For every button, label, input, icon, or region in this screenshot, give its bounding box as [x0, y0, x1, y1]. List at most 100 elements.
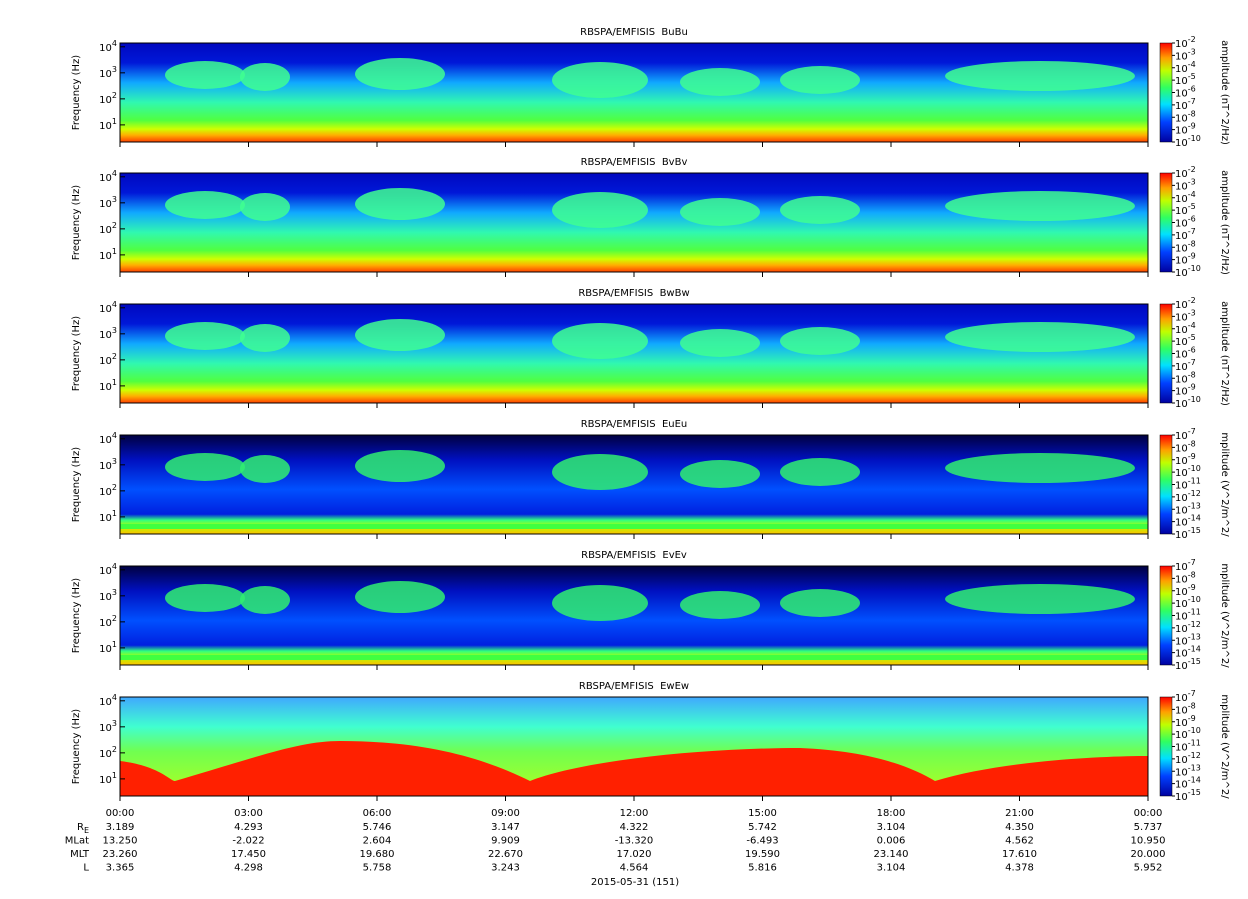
- emission: [780, 196, 860, 224]
- emission: [355, 581, 445, 613]
- colorbar-label: mplitude (V^2/m^2/: [1219, 694, 1230, 799]
- panel-title: RBSPA/EMFISIS BuBu: [580, 27, 688, 38]
- ephemeris-label: RE: [77, 822, 89, 835]
- x-tick-label: 00:00: [106, 808, 135, 819]
- ephemeris-value: 17.020: [617, 849, 652, 860]
- emission: [552, 585, 648, 621]
- colorbar-tick-label: 10-10: [1175, 134, 1201, 149]
- colorbar-tick-label: 10-10: [1175, 395, 1201, 410]
- ephemeris-label: MLat: [65, 836, 89, 847]
- colorbar-tick-label: 10-12: [1175, 751, 1201, 766]
- panel-title: RBSPA/EMFISIS EuEu: [581, 419, 688, 430]
- colorbar-tick-label: 10-13: [1175, 763, 1201, 778]
- emission: [680, 198, 760, 226]
- y-tick-label: 104: [99, 169, 117, 184]
- emission: [780, 327, 860, 355]
- colorbar-label: amplitude (nT^2/Hz): [1219, 170, 1230, 275]
- x-tick-label: 03:00: [234, 808, 263, 819]
- emission: [680, 68, 760, 96]
- emission: [120, 524, 1148, 529]
- colorbar: [1159, 42, 1173, 143]
- x-tick-label: 18:00: [877, 808, 906, 819]
- colorbar-tick-label: 10-7: [1175, 689, 1196, 704]
- emission: [355, 450, 445, 482]
- ephemeris-value: -13.320: [615, 836, 654, 847]
- ephemeris-value: 10.950: [1131, 836, 1166, 847]
- colorbar-tick-label: 10-10: [1175, 264, 1201, 279]
- ephemeris-value: 17.610: [1002, 849, 1037, 860]
- emission: [552, 192, 648, 228]
- ephemeris-value: 3.104: [877, 863, 906, 874]
- y-tick-label: 102: [99, 745, 117, 760]
- ephemeris-value: 3.243: [491, 863, 520, 874]
- ephemeris-value: 4.298: [234, 863, 263, 874]
- ephemeris-value: 19.590: [745, 849, 780, 860]
- x-tick-label: 06:00: [363, 808, 392, 819]
- emission: [680, 591, 760, 619]
- emission: [355, 58, 445, 90]
- y-tick-label: 102: [99, 221, 117, 236]
- ephemeris-value: 4.293: [234, 822, 263, 833]
- x-tick-label: 09:00: [491, 808, 520, 819]
- colorbar-tick-label: 10-15: [1175, 788, 1201, 803]
- y-tick-label: 102: [99, 483, 117, 498]
- y-axis-label: Frequency (Hz): [71, 316, 82, 392]
- ephemeris-value: 3.365: [106, 863, 135, 874]
- emission: [165, 61, 245, 89]
- colorbar-tick-label: 10-15: [1175, 657, 1201, 672]
- colorbar-tick-label: 10-12: [1175, 489, 1201, 504]
- y-tick-label: 101: [99, 640, 117, 655]
- emission: [240, 193, 290, 221]
- colorbar-tick-label: 10-9: [1175, 122, 1196, 137]
- colorbar-tick-label: 10-6: [1175, 215, 1196, 230]
- panel-title: RBSPA/EMFISIS EvEv: [581, 550, 687, 561]
- y-axis-label: Frequency (Hz): [71, 185, 82, 261]
- emission: [945, 191, 1135, 221]
- colorbar-tick-label: 10-7: [1175, 427, 1196, 442]
- emission: [945, 322, 1135, 352]
- y-tick-label: 102: [99, 614, 117, 629]
- emission: [945, 453, 1135, 483]
- colorbar: [1159, 434, 1173, 535]
- colorbar-tick-label: 10-12: [1175, 620, 1201, 635]
- emission: [165, 191, 245, 219]
- colorbar-tick-label: 10-5: [1175, 202, 1196, 217]
- colorbar-tick-label: 10-11: [1175, 477, 1201, 492]
- colorbar-tick-label: 10-8: [1175, 370, 1196, 385]
- y-tick-label: 101: [99, 117, 117, 132]
- colorbar-tick-label: 10-3: [1175, 308, 1196, 323]
- colorbar-tick-label: 10-7: [1175, 558, 1196, 573]
- y-axis-label: Frequency (Hz): [71, 578, 82, 654]
- emission: [552, 454, 648, 490]
- colorbar-tick-label: 10-13: [1175, 501, 1201, 516]
- colorbar-label: amplitude (nT^2/Hz): [1219, 40, 1230, 145]
- ephemeris-value: 13.250: [103, 836, 138, 847]
- y-tick-label: 103: [99, 326, 117, 341]
- colorbar-tick-label: 10-9: [1175, 452, 1196, 467]
- y-tick-label: 101: [99, 771, 117, 786]
- colorbar-tick-label: 10-2: [1175, 35, 1196, 50]
- colorbar-tick-label: 10-2: [1175, 165, 1196, 180]
- ephemeris-value: -2.022: [232, 836, 264, 847]
- emission: [165, 453, 245, 481]
- emission: [780, 458, 860, 486]
- ephemeris-value: 23.260: [103, 849, 138, 860]
- x-tick-label: 00:00: [1134, 808, 1163, 819]
- ephemeris-value: 3.147: [491, 822, 520, 833]
- colorbar-label: mplitude (V^2/m^2/: [1219, 432, 1230, 537]
- y-tick-label: 103: [99, 65, 117, 80]
- colorbar-tick-label: 10-5: [1175, 72, 1196, 87]
- colorbar: [1159, 696, 1173, 797]
- colorbar: [1159, 303, 1173, 404]
- colorbar-tick-label: 10-8: [1175, 239, 1196, 254]
- ephemeris-value: 17.450: [231, 849, 266, 860]
- colorbar-tick-label: 10-8: [1175, 109, 1196, 124]
- y-tick-label: 102: [99, 352, 117, 367]
- emission: [165, 322, 245, 350]
- emission: [240, 324, 290, 352]
- y-tick-label: 101: [99, 378, 117, 393]
- ephemeris-value: 4.322: [620, 822, 649, 833]
- y-tick-label: 101: [99, 247, 117, 262]
- colorbar-tick-label: 10-10: [1175, 595, 1201, 610]
- y-axis-label: Frequency (Hz): [71, 709, 82, 785]
